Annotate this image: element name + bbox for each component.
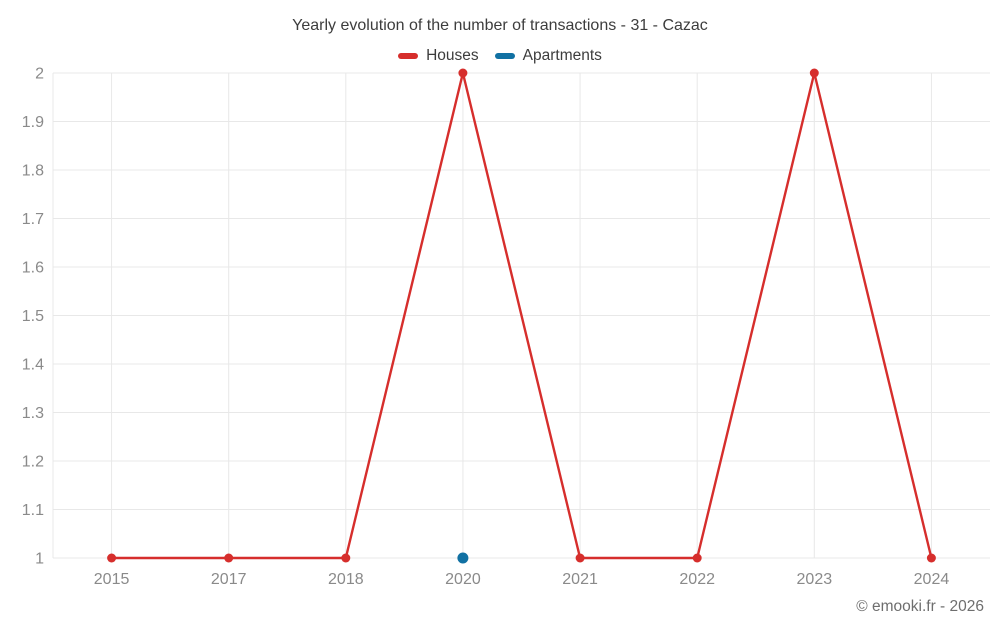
y-tick-label: 1.4 <box>22 357 44 374</box>
data-point-houses-2023[interactable] <box>809 68 819 78</box>
y-tick-label: 1.2 <box>22 454 44 471</box>
data-point-houses-2021[interactable] <box>575 553 585 563</box>
data-point-houses-2017[interactable] <box>224 553 234 563</box>
data-point-houses-2022[interactable] <box>692 553 702 563</box>
x-tick-label: 2015 <box>94 571 130 588</box>
chart-title: Yearly evolution of the number of transa… <box>292 17 708 34</box>
y-tick-label: 1.5 <box>22 308 44 325</box>
legend-swatch-houses <box>398 53 419 59</box>
y-tick-label: 2 <box>35 66 44 83</box>
x-tick-label: 2020 <box>445 571 481 588</box>
y-tick-label: 1.1 <box>22 502 44 519</box>
x-tick-label: 2024 <box>914 571 950 588</box>
data-point-houses-2024[interactable] <box>926 553 936 563</box>
series-line-houses <box>110 71 933 560</box>
legend-item-houses[interactable]: Houses <box>398 47 479 65</box>
data-point-houses-2020[interactable] <box>458 68 468 78</box>
x-tick-label: 2023 <box>797 571 833 588</box>
y-tick-label: 1.9 <box>22 114 44 131</box>
y-tick-label: 1 <box>35 551 44 568</box>
x-tick-label: 2022 <box>679 571 715 588</box>
data-point-apartments-2020[interactable] <box>457 552 469 564</box>
legend-label: Houses <box>426 47 479 64</box>
legend-item-apartments[interactable]: Apartments <box>494 47 602 65</box>
y-tick-label: 1.7 <box>22 211 44 228</box>
x-tick-label: 2021 <box>562 571 598 588</box>
x-tick-label: 2017 <box>211 571 247 588</box>
y-tick-label: 1.3 <box>22 405 44 422</box>
data-point-houses-2015[interactable] <box>107 553 117 563</box>
chart-legend: Houses Apartments <box>0 47 1000 65</box>
y-tick-label: 1.6 <box>22 260 44 277</box>
legend-swatch-apartments <box>494 53 515 59</box>
x-tick-label: 2018 <box>328 571 364 588</box>
y-tick-label: 1.8 <box>22 163 44 180</box>
data-point-houses-2018[interactable] <box>341 553 351 563</box>
legend-label: Apartments <box>522 47 602 64</box>
footer-credit: © emooki.fr - 2026 <box>856 598 984 615</box>
